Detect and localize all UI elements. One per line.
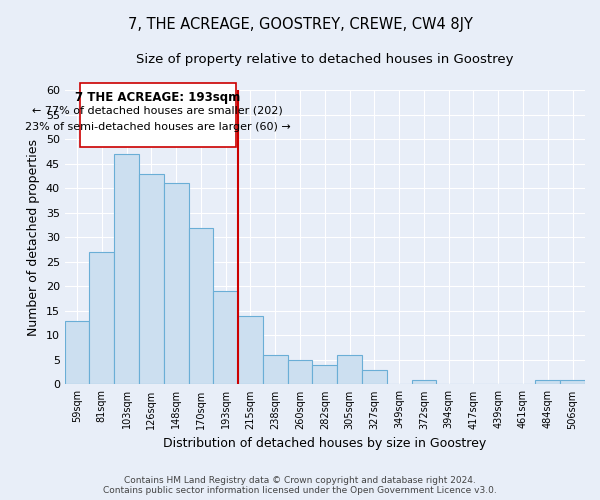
Bar: [362, 370, 387, 384]
Bar: [412, 380, 436, 384]
Bar: [337, 355, 362, 384]
Text: ← 77% of detached houses are smaller (202): ← 77% of detached houses are smaller (20…: [32, 106, 283, 116]
Text: 7, THE ACREAGE, GOOSTREY, CREWE, CW4 8JY: 7, THE ACREAGE, GOOSTREY, CREWE, CW4 8JY: [128, 18, 472, 32]
Bar: [114, 154, 139, 384]
Bar: [263, 355, 287, 384]
X-axis label: Distribution of detached houses by size in Goostrey: Distribution of detached houses by size …: [163, 437, 487, 450]
Bar: [238, 316, 263, 384]
Bar: [560, 380, 585, 384]
Bar: [65, 320, 89, 384]
Bar: [139, 174, 164, 384]
Text: 7 THE ACREAGE: 193sqm: 7 THE ACREAGE: 193sqm: [75, 92, 241, 104]
Y-axis label: Number of detached properties: Number of detached properties: [27, 139, 40, 336]
Bar: [535, 380, 560, 384]
Bar: [313, 365, 337, 384]
Text: 23% of semi-detached houses are larger (60) →: 23% of semi-detached houses are larger (…: [25, 122, 290, 132]
FancyBboxPatch shape: [80, 83, 236, 146]
Bar: [188, 228, 213, 384]
Bar: [213, 292, 238, 384]
Bar: [287, 360, 313, 384]
Bar: [89, 252, 114, 384]
Text: Contains HM Land Registry data © Crown copyright and database right 2024.
Contai: Contains HM Land Registry data © Crown c…: [103, 476, 497, 495]
Title: Size of property relative to detached houses in Goostrey: Size of property relative to detached ho…: [136, 52, 514, 66]
Bar: [164, 184, 188, 384]
